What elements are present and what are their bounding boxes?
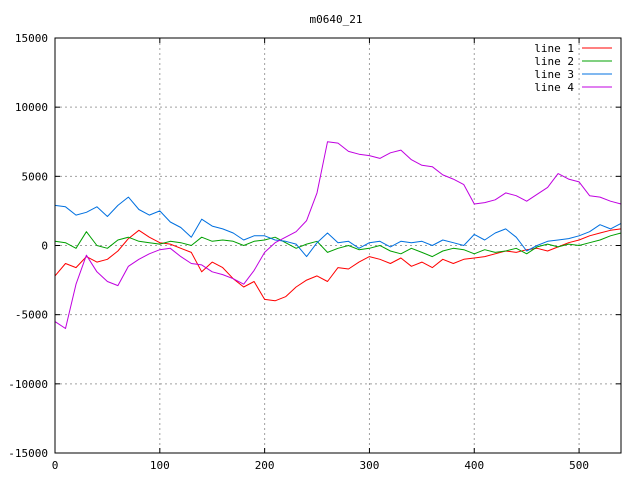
legend-label-3: line 3 [534, 68, 574, 81]
y-tick-label: -5000 [15, 309, 48, 322]
legend-label-4: line 4 [534, 81, 574, 94]
series-layer [54, 141, 622, 329]
legend-label-2: line 2 [534, 55, 574, 68]
series-line-1 [54, 228, 622, 302]
y-tick-label: 10000 [15, 101, 48, 114]
tick-layer: 0 100 200 300 400 500 -15000 -10000 -5000 0 5000 10… [8, 32, 621, 472]
y-tick-label: 5000 [22, 170, 49, 183]
x-tick-label: 500 [569, 459, 589, 472]
chart-title: m0640_21 [310, 13, 363, 26]
series-line-2 [54, 231, 622, 258]
series-line-4 [54, 141, 622, 329]
x-tick-label: 400 [464, 459, 484, 472]
y-tick-label: -10000 [8, 378, 48, 391]
y-tick-label: -15000 [8, 447, 48, 460]
legend-label-1: line 1 [534, 42, 574, 55]
x-tick-label: 0 [52, 459, 59, 472]
series-line-3 [54, 196, 622, 258]
x-tick-label: 100 [150, 459, 170, 472]
y-tick-label: 15000 [15, 32, 48, 45]
x-tick-label: 200 [255, 459, 275, 472]
x-tick-label: 300 [360, 459, 380, 472]
y-tick-label: 0 [41, 240, 48, 253]
grid-layer [55, 38, 621, 453]
